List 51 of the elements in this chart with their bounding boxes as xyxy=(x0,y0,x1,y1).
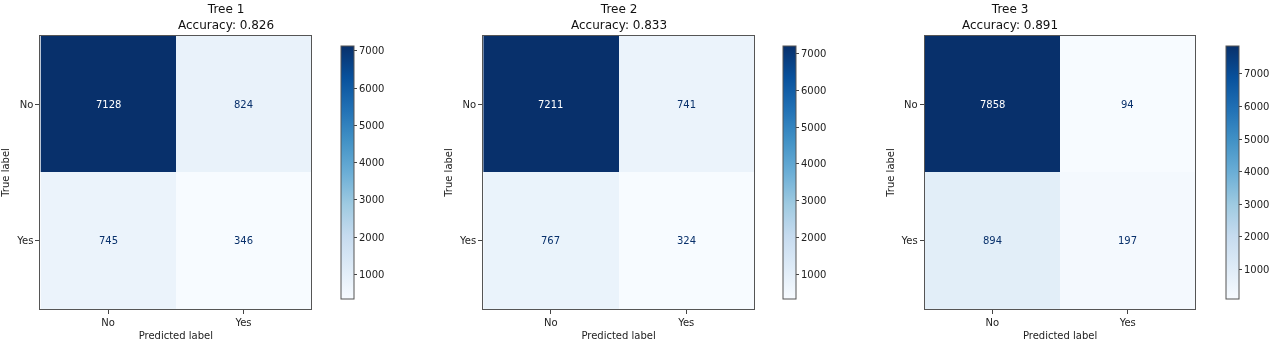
color-bar-label: 5000 xyxy=(1244,133,1270,145)
color-bar-label: 2000 xyxy=(801,231,827,243)
color-bar-label: 2000 xyxy=(1244,231,1270,243)
data-label: 767 xyxy=(541,235,561,246)
color-bar-label: 5000 xyxy=(801,121,827,133)
x-tick-label: Yes xyxy=(677,317,695,329)
y-axis-title: True label xyxy=(0,148,12,198)
x-tick-label: Yes xyxy=(1118,317,1136,329)
data-label: 894 xyxy=(983,235,1003,246)
x-axis-title: Predicted label xyxy=(138,329,213,341)
data-label: 324 xyxy=(677,235,697,246)
x-tick-label: No xyxy=(101,317,115,329)
chart-subtitle: Accuracy: 0.891 xyxy=(962,17,1059,32)
chart-subtitle: Accuracy: 0.826 xyxy=(178,17,275,32)
data-label: 7858 xyxy=(980,99,1006,110)
color-bar-label: 7000 xyxy=(1244,68,1270,80)
color-bar-label: 1000 xyxy=(1244,263,1270,275)
x-tick-label: No xyxy=(985,317,1000,329)
data-label: 7128 xyxy=(96,99,122,110)
color-bar-label: 7000 xyxy=(801,48,827,60)
chart-title: Tree 1 xyxy=(206,2,245,16)
color-bar-label: 6000 xyxy=(801,84,827,96)
chart-subtitle: Accuracy: 0.833 xyxy=(571,17,668,32)
color-bar-label: 3000 xyxy=(359,194,385,206)
data-label: 346 xyxy=(234,235,254,246)
color-bar-label: 4000 xyxy=(359,157,385,169)
chart-title: Tree 2 xyxy=(599,2,638,16)
data-label: 94 xyxy=(1121,99,1134,110)
color-bar-label: 3000 xyxy=(1244,198,1270,210)
color-bar-label: 1000 xyxy=(359,269,385,281)
data-label: 824 xyxy=(234,99,254,110)
color-bar-label: 7000 xyxy=(359,45,385,57)
x-tick-label: Yes xyxy=(234,317,252,329)
x-axis-title: Predicted label xyxy=(581,329,656,341)
y-axis-title: True label xyxy=(884,148,896,198)
x-axis-title: Predicted label xyxy=(1022,329,1098,341)
color-bar-label: 3000 xyxy=(801,195,827,207)
chart-title: Tree 3 xyxy=(990,2,1029,16)
color-bar-label: 6000 xyxy=(359,82,385,94)
color-bar-label: 5000 xyxy=(359,119,385,131)
data-label: 745 xyxy=(99,235,119,246)
color-bar-label: 1000 xyxy=(801,268,827,280)
data-label: 197 xyxy=(1118,235,1138,246)
x-tick-label: No xyxy=(544,317,558,329)
color-bar-label: 4000 xyxy=(801,158,827,170)
data-label: 7211 xyxy=(538,99,564,110)
color-bar-label: 2000 xyxy=(359,231,385,243)
color-bar-label: 4000 xyxy=(1244,166,1270,178)
data-label: 741 xyxy=(677,99,697,110)
y-axis-title: True label xyxy=(443,148,455,198)
color-bar-label: 6000 xyxy=(1244,101,1270,113)
